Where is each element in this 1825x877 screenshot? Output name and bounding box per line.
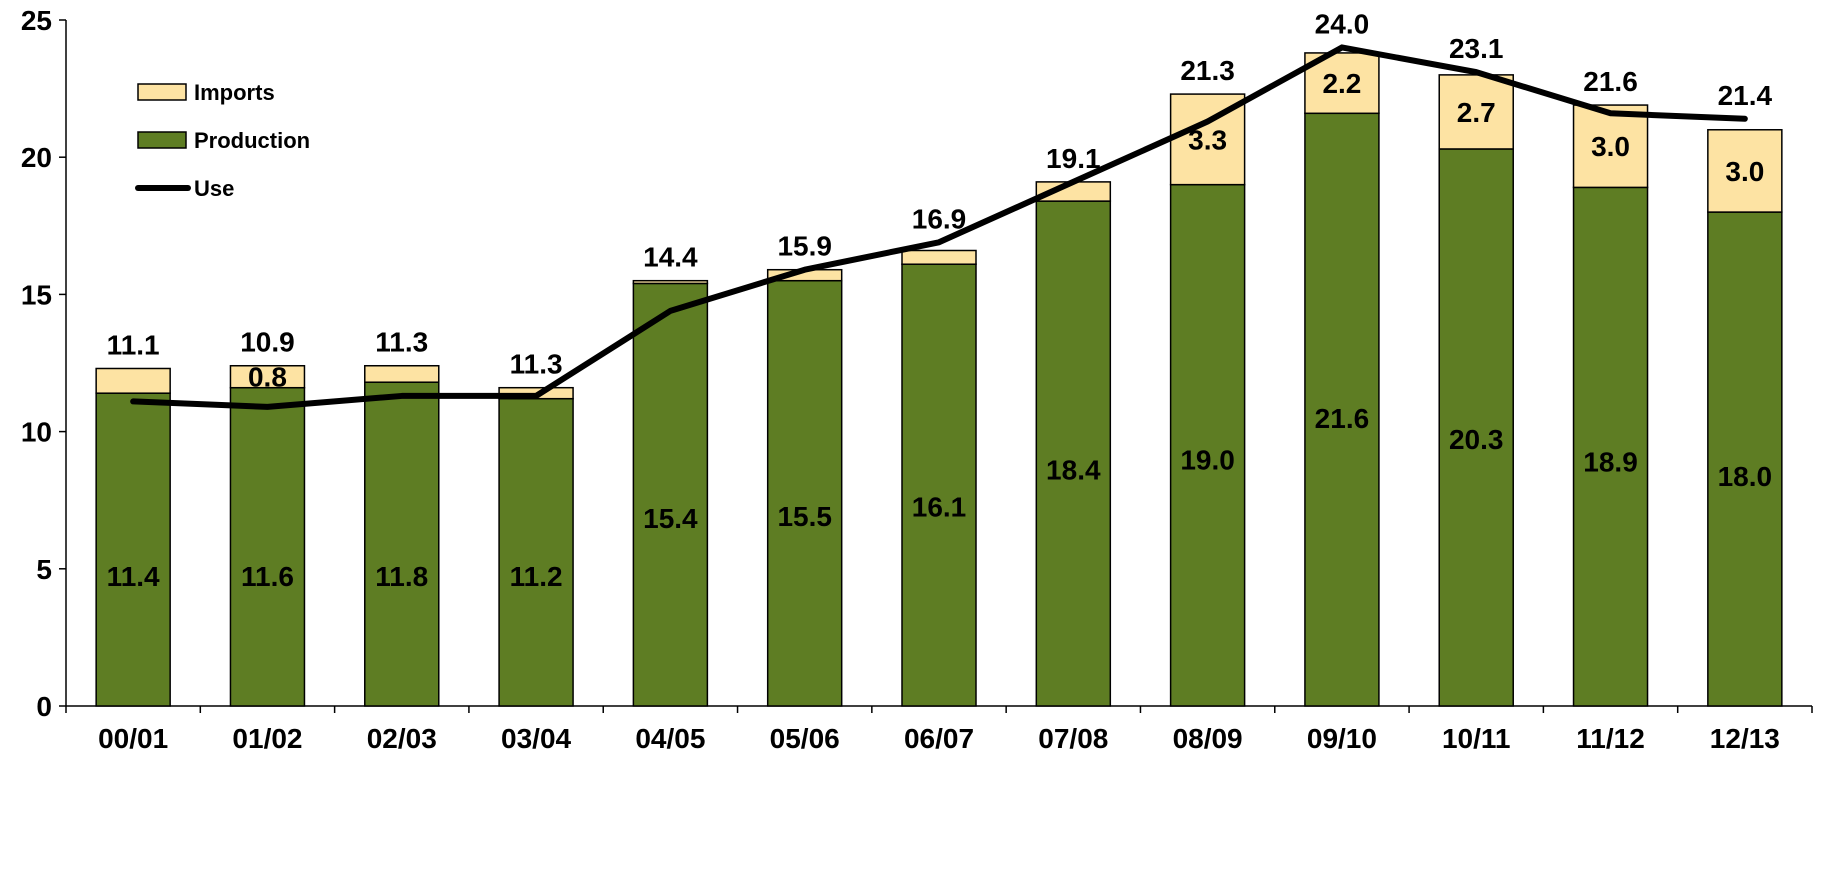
data-labels: 11.4 11.6 0.8 11.8 11.2 15.4 15.5 16.1 18.4 19.0 3…	[107, 8, 1773, 592]
use-point	[804, 269, 806, 271]
axes: 0 5 10 15 20 25 00/01 01/02 02/03 03/04 04/05 05/06…	[21, 5, 1813, 754]
imports-bar	[1438, 74, 1514, 150]
x-tick-label: 05/06	[770, 723, 840, 754]
use-point	[1072, 181, 1074, 183]
imports-bar	[229, 364, 306, 389]
production-value-label: 18.9	[1583, 446, 1638, 477]
production-bar	[95, 392, 171, 707]
production-value-label: 11.6	[241, 561, 294, 592]
x-tick-label: 12/13	[1710, 723, 1780, 754]
legend: Imports Production Use	[135, 80, 310, 201]
legend-label-imports: Imports	[194, 80, 275, 105]
use-value-label: 11.1	[107, 329, 160, 360]
legend-swatch-production	[137, 131, 187, 149]
production-bar	[1169, 183, 1246, 707]
x-tick-label: 01/02	[232, 723, 302, 754]
x-tick-label: 09/10	[1307, 723, 1377, 754]
imports-value-label: 3.0	[1591, 131, 1630, 162]
use-value-label: 24.0	[1315, 8, 1370, 39]
use-value-label: 14.4	[643, 242, 698, 273]
y-tick-label: 15	[21, 279, 52, 310]
production-bar	[632, 282, 709, 707]
use-point	[1207, 121, 1209, 123]
imports-value-label: 0.8	[248, 362, 287, 393]
x-tick-label: 03/04	[501, 723, 571, 754]
production-value-label: 11.4	[107, 561, 160, 592]
y-tick-label: 20	[21, 142, 52, 173]
production-value-label: 18.0	[1718, 461, 1773, 492]
imports-bar	[632, 279, 709, 285]
imports-value-label: 3.3	[1188, 124, 1227, 155]
x-tick-label: 00/01	[98, 723, 168, 754]
use-point	[1341, 46, 1343, 48]
use-value-label: 15.9	[777, 231, 832, 262]
production-value-label: 20.3	[1449, 424, 1504, 455]
production-value-label: 16.1	[912, 491, 967, 522]
production-value-label: 21.6	[1315, 403, 1370, 434]
use-line-group	[130, 44, 1748, 410]
production-bar	[1707, 211, 1783, 707]
production-bar	[498, 397, 574, 707]
use-value-label: 21.3	[1180, 55, 1235, 86]
production-value-label: 15.5	[777, 501, 832, 532]
use-point	[669, 310, 671, 312]
production-value-label: 19.0	[1180, 445, 1235, 476]
imports-bar	[95, 367, 171, 394]
legend-label-production: Production	[194, 128, 310, 153]
use-point	[401, 395, 403, 397]
production-bar	[1572, 186, 1649, 707]
production-bar	[901, 263, 977, 707]
use-value-label: 23.1	[1449, 33, 1504, 64]
legend-label-use: Use	[194, 176, 234, 201]
imports-value-label: 3.0	[1725, 156, 1764, 187]
use-value-label: 16.9	[912, 203, 967, 234]
production-bar	[364, 381, 440, 707]
y-tick-label: 5	[36, 554, 52, 585]
production-bar	[1438, 148, 1514, 707]
x-tick-label: 07/08	[1038, 723, 1108, 754]
production-value-label: 15.4	[643, 503, 698, 534]
production-value-label: 11.2	[510, 561, 563, 592]
imports-value-label: 2.7	[1457, 97, 1496, 128]
use-point	[535, 395, 537, 397]
x-tick-label: 11/12	[1576, 723, 1645, 754]
x-tick-label: 10/11	[1442, 723, 1511, 754]
use-value-label: 19.1	[1046, 143, 1101, 174]
production-bar	[1304, 112, 1380, 707]
production-bar	[766, 279, 843, 707]
use-value-label: 10.9	[240, 327, 295, 358]
y-tick-label: 0	[36, 691, 52, 722]
imports-bar	[1707, 129, 1783, 213]
use-value-label: 11.3	[510, 349, 563, 380]
use-value-label: 21.6	[1583, 66, 1638, 97]
use-point	[1475, 71, 1477, 73]
imports-bar	[901, 249, 977, 265]
use-point	[266, 406, 268, 408]
imports-value-label: 2.2	[1322, 68, 1361, 99]
use-value-label: 11.3	[375, 327, 428, 358]
production-value-label: 18.4	[1046, 454, 1101, 485]
production-value-label: 11.8	[375, 561, 428, 592]
legend-swatch-imports	[137, 83, 187, 101]
bars	[95, 52, 1783, 707]
use-point	[1744, 118, 1746, 120]
y-tick-label: 25	[21, 5, 52, 36]
production-bar	[229, 386, 306, 707]
imports-bar	[364, 364, 440, 383]
x-tick-label: 02/03	[367, 723, 437, 754]
x-tick-label: 06/07	[904, 723, 974, 754]
use-point	[938, 241, 940, 243]
x-tick-label: 04/05	[635, 723, 705, 754]
production-bar	[1035, 200, 1112, 707]
y-tick-label: 10	[21, 417, 52, 448]
imports-bar	[1572, 104, 1649, 189]
use-point	[132, 400, 134, 402]
x-tick-label: 08/09	[1173, 723, 1243, 754]
use-value-label: 21.4	[1718, 80, 1773, 111]
use-point	[1610, 112, 1612, 114]
